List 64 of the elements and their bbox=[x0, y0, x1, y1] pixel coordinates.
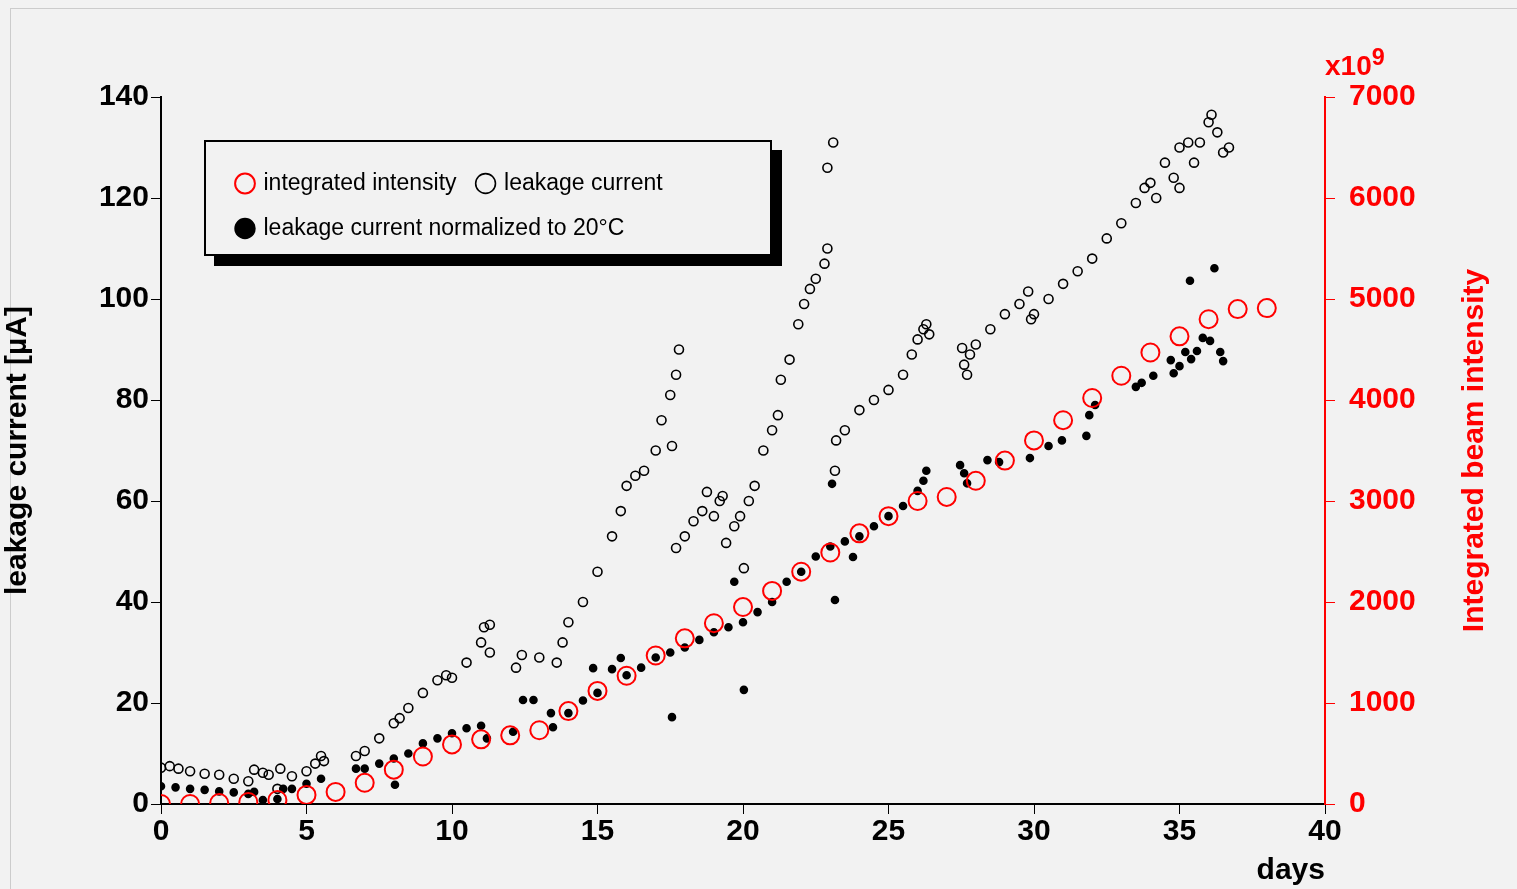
point bbox=[733, 597, 753, 618]
y2-tick-label: 5000 bbox=[1349, 280, 1416, 314]
y2-tick-label: 1000 bbox=[1349, 684, 1416, 718]
legend-label: leakage current bbox=[504, 168, 664, 195]
y2-tick-label: 4000 bbox=[1349, 381, 1416, 415]
x-tick-label: 30 bbox=[1017, 813, 1051, 847]
point bbox=[1140, 342, 1161, 363]
point bbox=[587, 680, 608, 701]
point bbox=[325, 781, 346, 802]
y2-axis-title: Integrated beam intensity bbox=[1456, 268, 1490, 633]
x-tick-label: 5 bbox=[298, 813, 315, 847]
point bbox=[791, 561, 812, 582]
x-tick-label: 15 bbox=[580, 813, 615, 847]
x-axis-title: days bbox=[1256, 852, 1325, 886]
point bbox=[529, 720, 550, 741]
point bbox=[849, 523, 870, 544]
point bbox=[645, 645, 666, 666]
point bbox=[1256, 298, 1277, 319]
point bbox=[1198, 309, 1219, 330]
point bbox=[878, 506, 899, 527]
y-axis-title: leakage current [µA] bbox=[0, 305, 33, 596]
point bbox=[412, 746, 433, 767]
point bbox=[1053, 410, 1074, 431]
x-tick-label: 0 bbox=[152, 813, 170, 847]
y-tick-label: 40 bbox=[115, 583, 149, 617]
point bbox=[383, 759, 404, 780]
y2-tick-label: 2000 bbox=[1349, 583, 1416, 617]
y-tick-label: 140 bbox=[98, 78, 149, 112]
y-tick-label: 120 bbox=[98, 179, 149, 213]
legend-label: leakage current normalized to 20°C bbox=[263, 213, 625, 240]
point bbox=[762, 580, 783, 601]
x-tick-label: 40 bbox=[1308, 813, 1342, 847]
point bbox=[442, 734, 462, 755]
point bbox=[1082, 387, 1103, 408]
point bbox=[1024, 430, 1044, 451]
point bbox=[703, 613, 724, 634]
legend-label: integrated intensity bbox=[263, 168, 458, 195]
y2-tick-label: 0 bbox=[1349, 785, 1366, 819]
y-tick-label: 20 bbox=[115, 684, 149, 718]
point bbox=[674, 628, 695, 649]
y-tick-label: 0 bbox=[132, 785, 149, 819]
x-tick-label: 20 bbox=[726, 813, 760, 847]
y-tick-label: 80 bbox=[115, 381, 149, 415]
x-tick-label: 25 bbox=[871, 813, 906, 847]
point bbox=[500, 725, 521, 746]
point bbox=[471, 729, 492, 750]
point bbox=[1169, 326, 1190, 347]
point bbox=[616, 665, 637, 686]
point bbox=[296, 784, 317, 804]
point bbox=[936, 486, 957, 507]
y2-tick-label: 3000 bbox=[1349, 482, 1416, 516]
x-tick-label: 35 bbox=[1162, 813, 1197, 847]
y-tick-label: 60 bbox=[115, 482, 149, 516]
point bbox=[354, 772, 375, 793]
point bbox=[558, 701, 579, 722]
point bbox=[1227, 299, 1248, 320]
x-tick-label: 10 bbox=[435, 813, 469, 847]
y2-tick-label: 6000 bbox=[1349, 179, 1416, 213]
point bbox=[994, 450, 1015, 471]
point bbox=[820, 542, 841, 563]
y-tick-label: 100 bbox=[98, 280, 149, 314]
point bbox=[965, 470, 986, 491]
point bbox=[1111, 365, 1132, 386]
point bbox=[907, 491, 928, 511]
